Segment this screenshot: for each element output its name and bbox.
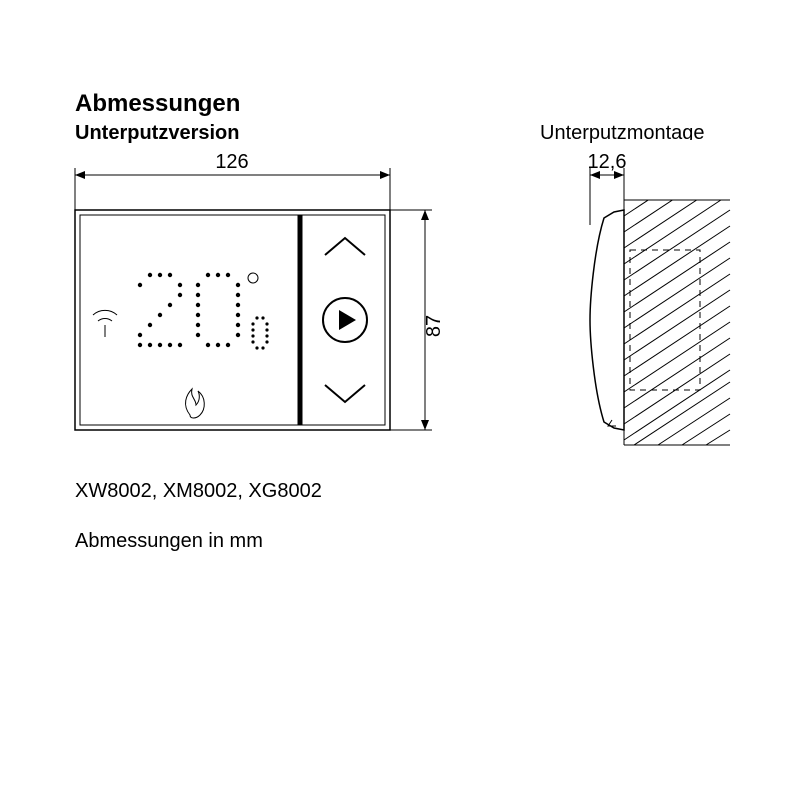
temperature-display <box>138 273 269 350</box>
button-column <box>323 238 367 402</box>
dim-depth: 12,6 <box>588 151 627 225</box>
dim-height: 87 <box>390 210 445 430</box>
chevron-down-icon <box>325 385 365 402</box>
wifi-icon <box>93 310 117 337</box>
device-side-profile <box>590 210 624 430</box>
dim-height-label: 87 <box>423 315 445 337</box>
chevron-up-icon <box>325 238 365 255</box>
side-view <box>590 140 734 445</box>
diagram-svg: 126 87 <box>0 0 800 800</box>
dim-depth-label: 12,6 <box>588 151 627 173</box>
flame-icon <box>186 389 205 418</box>
front-view <box>75 210 390 430</box>
dim-width-label: 126 <box>215 151 248 173</box>
dim-width: 126 <box>75 151 390 210</box>
boost-button-icon <box>323 298 367 342</box>
wall-hatch <box>624 140 734 445</box>
